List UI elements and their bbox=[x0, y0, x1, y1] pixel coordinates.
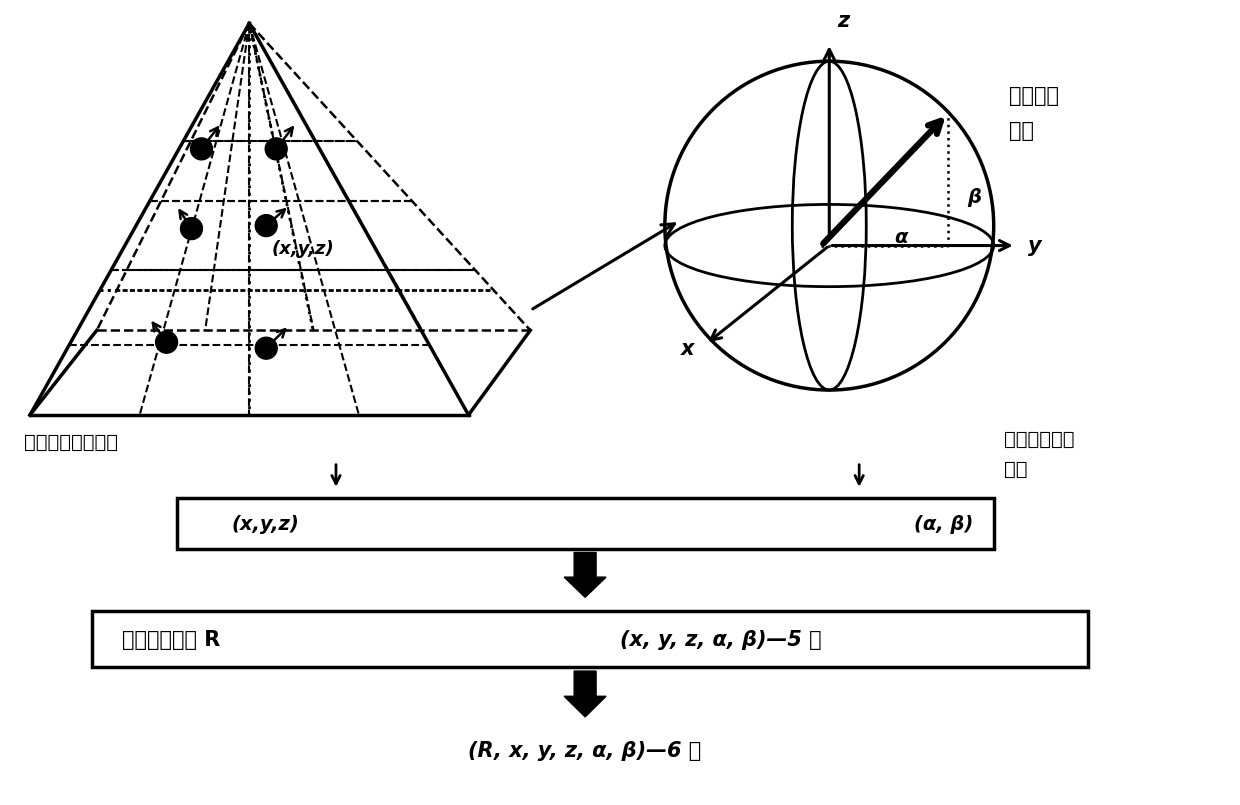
Text: (x,y,z): (x,y,z) bbox=[272, 240, 334, 258]
Text: β: β bbox=[967, 188, 982, 207]
Text: 法向: 法向 bbox=[1008, 121, 1034, 141]
Polygon shape bbox=[249, 23, 531, 415]
Text: (x, y, z, α, β)—5 维: (x, y, z, α, β)—5 维 bbox=[620, 630, 822, 650]
Text: x: x bbox=[681, 339, 694, 359]
Text: 圆形目标: 圆形目标 bbox=[1008, 86, 1059, 106]
Text: 圆形目标法向: 圆形目标法向 bbox=[1003, 431, 1074, 449]
Circle shape bbox=[181, 217, 202, 240]
Polygon shape bbox=[564, 552, 606, 597]
Text: z: z bbox=[837, 11, 849, 31]
Circle shape bbox=[265, 138, 288, 160]
Text: y: y bbox=[1028, 236, 1042, 255]
Circle shape bbox=[255, 215, 278, 237]
Text: 取样: 取样 bbox=[1003, 460, 1027, 479]
Polygon shape bbox=[564, 671, 606, 717]
Polygon shape bbox=[30, 23, 249, 415]
Text: (α, β): (α, β) bbox=[914, 515, 973, 534]
Circle shape bbox=[255, 337, 278, 359]
Text: 圆形目标半径 R: 圆形目标半径 R bbox=[122, 630, 219, 650]
Text: α: α bbox=[894, 228, 908, 247]
Circle shape bbox=[155, 331, 177, 353]
Circle shape bbox=[191, 138, 212, 160]
Polygon shape bbox=[97, 23, 531, 330]
FancyBboxPatch shape bbox=[176, 497, 993, 550]
Polygon shape bbox=[30, 330, 531, 415]
Text: 圆形目标位置取样: 圆形目标位置取样 bbox=[24, 433, 118, 452]
Text: (x,y,z): (x,y,z) bbox=[232, 515, 299, 534]
Text: (R, x, y, z, α, β)—6 维: (R, x, y, z, α, β)—6 维 bbox=[469, 741, 702, 761]
FancyBboxPatch shape bbox=[92, 611, 1089, 667]
